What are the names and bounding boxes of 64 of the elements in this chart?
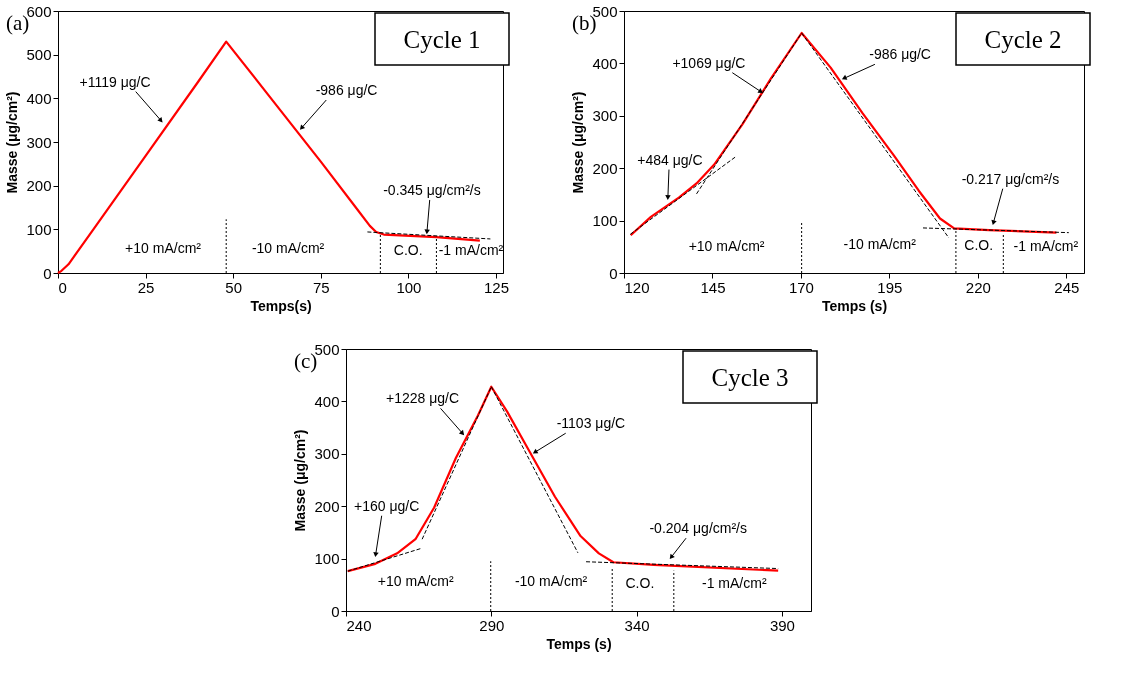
- annotation: +10 mA/cm²: [377, 572, 455, 589]
- x-tick-label: 0: [58, 278, 67, 296]
- annotation: -10 mA/cm²: [514, 572, 588, 589]
- x-tick-label: 340: [624, 616, 650, 634]
- annotation: -0.217 μg/cm²/s: [961, 170, 1060, 187]
- text: Cycle 3: [711, 364, 789, 391]
- y-axis-title: Masse (μg/cm²): [292, 429, 309, 532]
- x-tick-label: 100: [396, 278, 422, 296]
- annotation: -1 mA/cm²: [438, 241, 504, 258]
- annotation: C.O.: [625, 574, 655, 591]
- annotation: +1069 μg/C: [672, 54, 746, 71]
- y-tick-label: 300: [314, 445, 340, 463]
- y-tick-label: 300: [592, 107, 618, 125]
- annotation: -1103 μg/C: [556, 415, 626, 432]
- y-axis-title: Masse (μg/cm²): [4, 91, 21, 194]
- annotation: -0.345 μg/cm²/s: [383, 181, 481, 198]
- x-tick-label: 170: [788, 278, 814, 296]
- annotation: -10 mA/cm²: [843, 235, 917, 252]
- x-tick-label: 240: [346, 616, 372, 634]
- y-tick-label: 300: [26, 133, 52, 151]
- y-tick-label: 100: [592, 212, 618, 230]
- y-tick-label: 200: [314, 497, 340, 515]
- x-axis-title: Temps (s): [821, 297, 888, 314]
- y-tick-label: 100: [314, 550, 340, 568]
- x-tick-label: 220: [965, 278, 991, 296]
- x-axis-title: Temps(s): [250, 297, 312, 314]
- x-tick-label: 120: [624, 278, 650, 296]
- x-tick-label: 245: [1054, 278, 1080, 296]
- y-tick-label: 200: [592, 159, 618, 177]
- annotation: -986 μg/C: [869, 46, 931, 63]
- y-tick-label: 0: [43, 264, 52, 282]
- x-tick-label: 25: [137, 278, 155, 296]
- y-tick-label: 400: [314, 392, 340, 410]
- y-tick-label: 500: [26, 46, 52, 64]
- y-tick-label: 0: [609, 264, 618, 282]
- x-axis-title: Temps (s): [546, 635, 612, 652]
- y-tick-label: 100: [26, 220, 52, 238]
- annotation: -1 mA/cm²: [1013, 238, 1079, 255]
- y-tick-label: 200: [26, 177, 52, 195]
- annotation: +484 μg/C: [637, 151, 703, 168]
- annotation: -1 mA/cm²: [701, 574, 767, 591]
- x-tick-label: 195: [877, 278, 903, 296]
- annotation: -986 μg/C: [315, 82, 378, 99]
- annotation: C.O.: [393, 242, 423, 259]
- y-axis-title: Masse (μg/cm²): [570, 91, 587, 194]
- y-tick-label: 400: [592, 54, 618, 72]
- annotation: +1228 μg/C: [386, 390, 460, 407]
- text: Cycle 2: [984, 26, 1062, 53]
- x-tick-label: 390: [769, 616, 795, 634]
- x-tick-label: 50: [225, 278, 243, 296]
- annotation: C.O.: [964, 237, 994, 254]
- x-tick-label: 75: [312, 278, 330, 296]
- annotation: -0.204 μg/cm²/s: [649, 520, 747, 537]
- annotation: +1119 μg/C: [79, 73, 151, 90]
- x-tick-label: 145: [700, 278, 726, 296]
- text: Cycle 1: [403, 26, 481, 53]
- x-tick-label: 125: [483, 278, 510, 296]
- annotation: +10 mA/cm²: [688, 238, 765, 255]
- annotation: -10 mA/cm²: [251, 240, 325, 257]
- annotation: +160 μg/C: [354, 497, 420, 514]
- x-tick-label: 290: [479, 616, 505, 634]
- y-tick-label: 0: [331, 602, 340, 620]
- y-tick-label: 400: [26, 89, 52, 107]
- annotation: +10 mA/cm²: [125, 240, 202, 257]
